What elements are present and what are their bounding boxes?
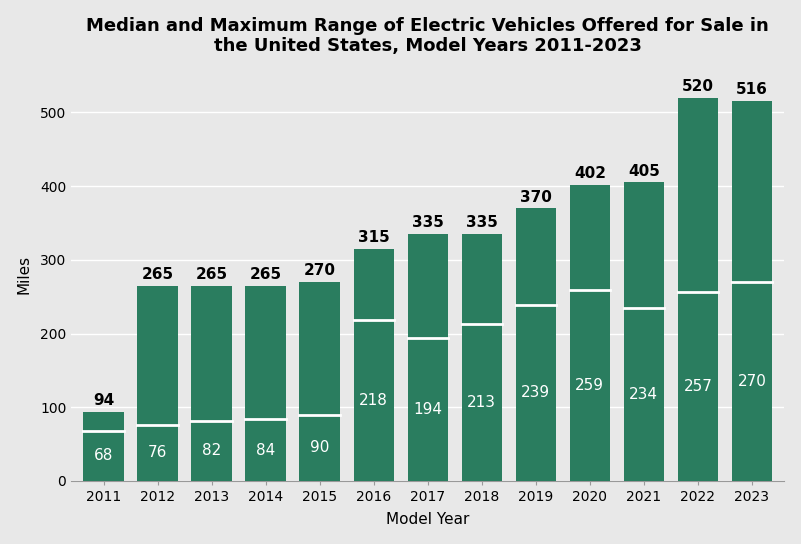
Bar — [191, 286, 232, 481]
Bar — [408, 234, 448, 481]
Text: 90: 90 — [310, 440, 329, 455]
Text: 265: 265 — [195, 267, 227, 282]
Text: 257: 257 — [683, 379, 712, 394]
Bar — [678, 97, 718, 481]
Text: 520: 520 — [682, 79, 714, 94]
Text: 194: 194 — [413, 402, 442, 417]
Text: 84: 84 — [256, 442, 276, 458]
Text: 94: 94 — [93, 393, 115, 408]
Text: 315: 315 — [358, 230, 389, 245]
Text: 370: 370 — [520, 189, 552, 205]
Bar — [624, 182, 664, 481]
Text: 234: 234 — [630, 387, 658, 402]
Text: 270: 270 — [738, 374, 767, 389]
Text: 76: 76 — [148, 446, 167, 460]
Bar — [353, 249, 394, 481]
Text: 402: 402 — [574, 166, 606, 181]
Text: 259: 259 — [575, 378, 604, 393]
Bar — [300, 282, 340, 481]
Text: 265: 265 — [250, 267, 282, 282]
Bar — [570, 184, 610, 481]
X-axis label: Model Year: Model Year — [386, 512, 469, 527]
Y-axis label: Miles: Miles — [17, 255, 32, 294]
Bar — [245, 286, 286, 481]
Bar — [461, 234, 502, 481]
Text: 82: 82 — [202, 443, 221, 458]
Bar — [731, 101, 772, 481]
Text: 270: 270 — [304, 263, 336, 278]
Title: Median and Maximum Range of Electric Vehicles Offered for Sale in
the United Sta: Median and Maximum Range of Electric Veh… — [87, 17, 769, 55]
Text: 335: 335 — [412, 215, 444, 230]
Text: 68: 68 — [94, 448, 113, 463]
Bar — [83, 412, 124, 481]
Text: 405: 405 — [628, 164, 660, 179]
Text: 239: 239 — [521, 385, 550, 400]
Text: 516: 516 — [736, 82, 768, 97]
Text: 335: 335 — [466, 215, 497, 230]
Text: 265: 265 — [142, 267, 174, 282]
Bar — [138, 286, 178, 481]
Text: 213: 213 — [467, 395, 497, 410]
Text: 218: 218 — [360, 393, 388, 408]
Bar — [516, 208, 556, 481]
